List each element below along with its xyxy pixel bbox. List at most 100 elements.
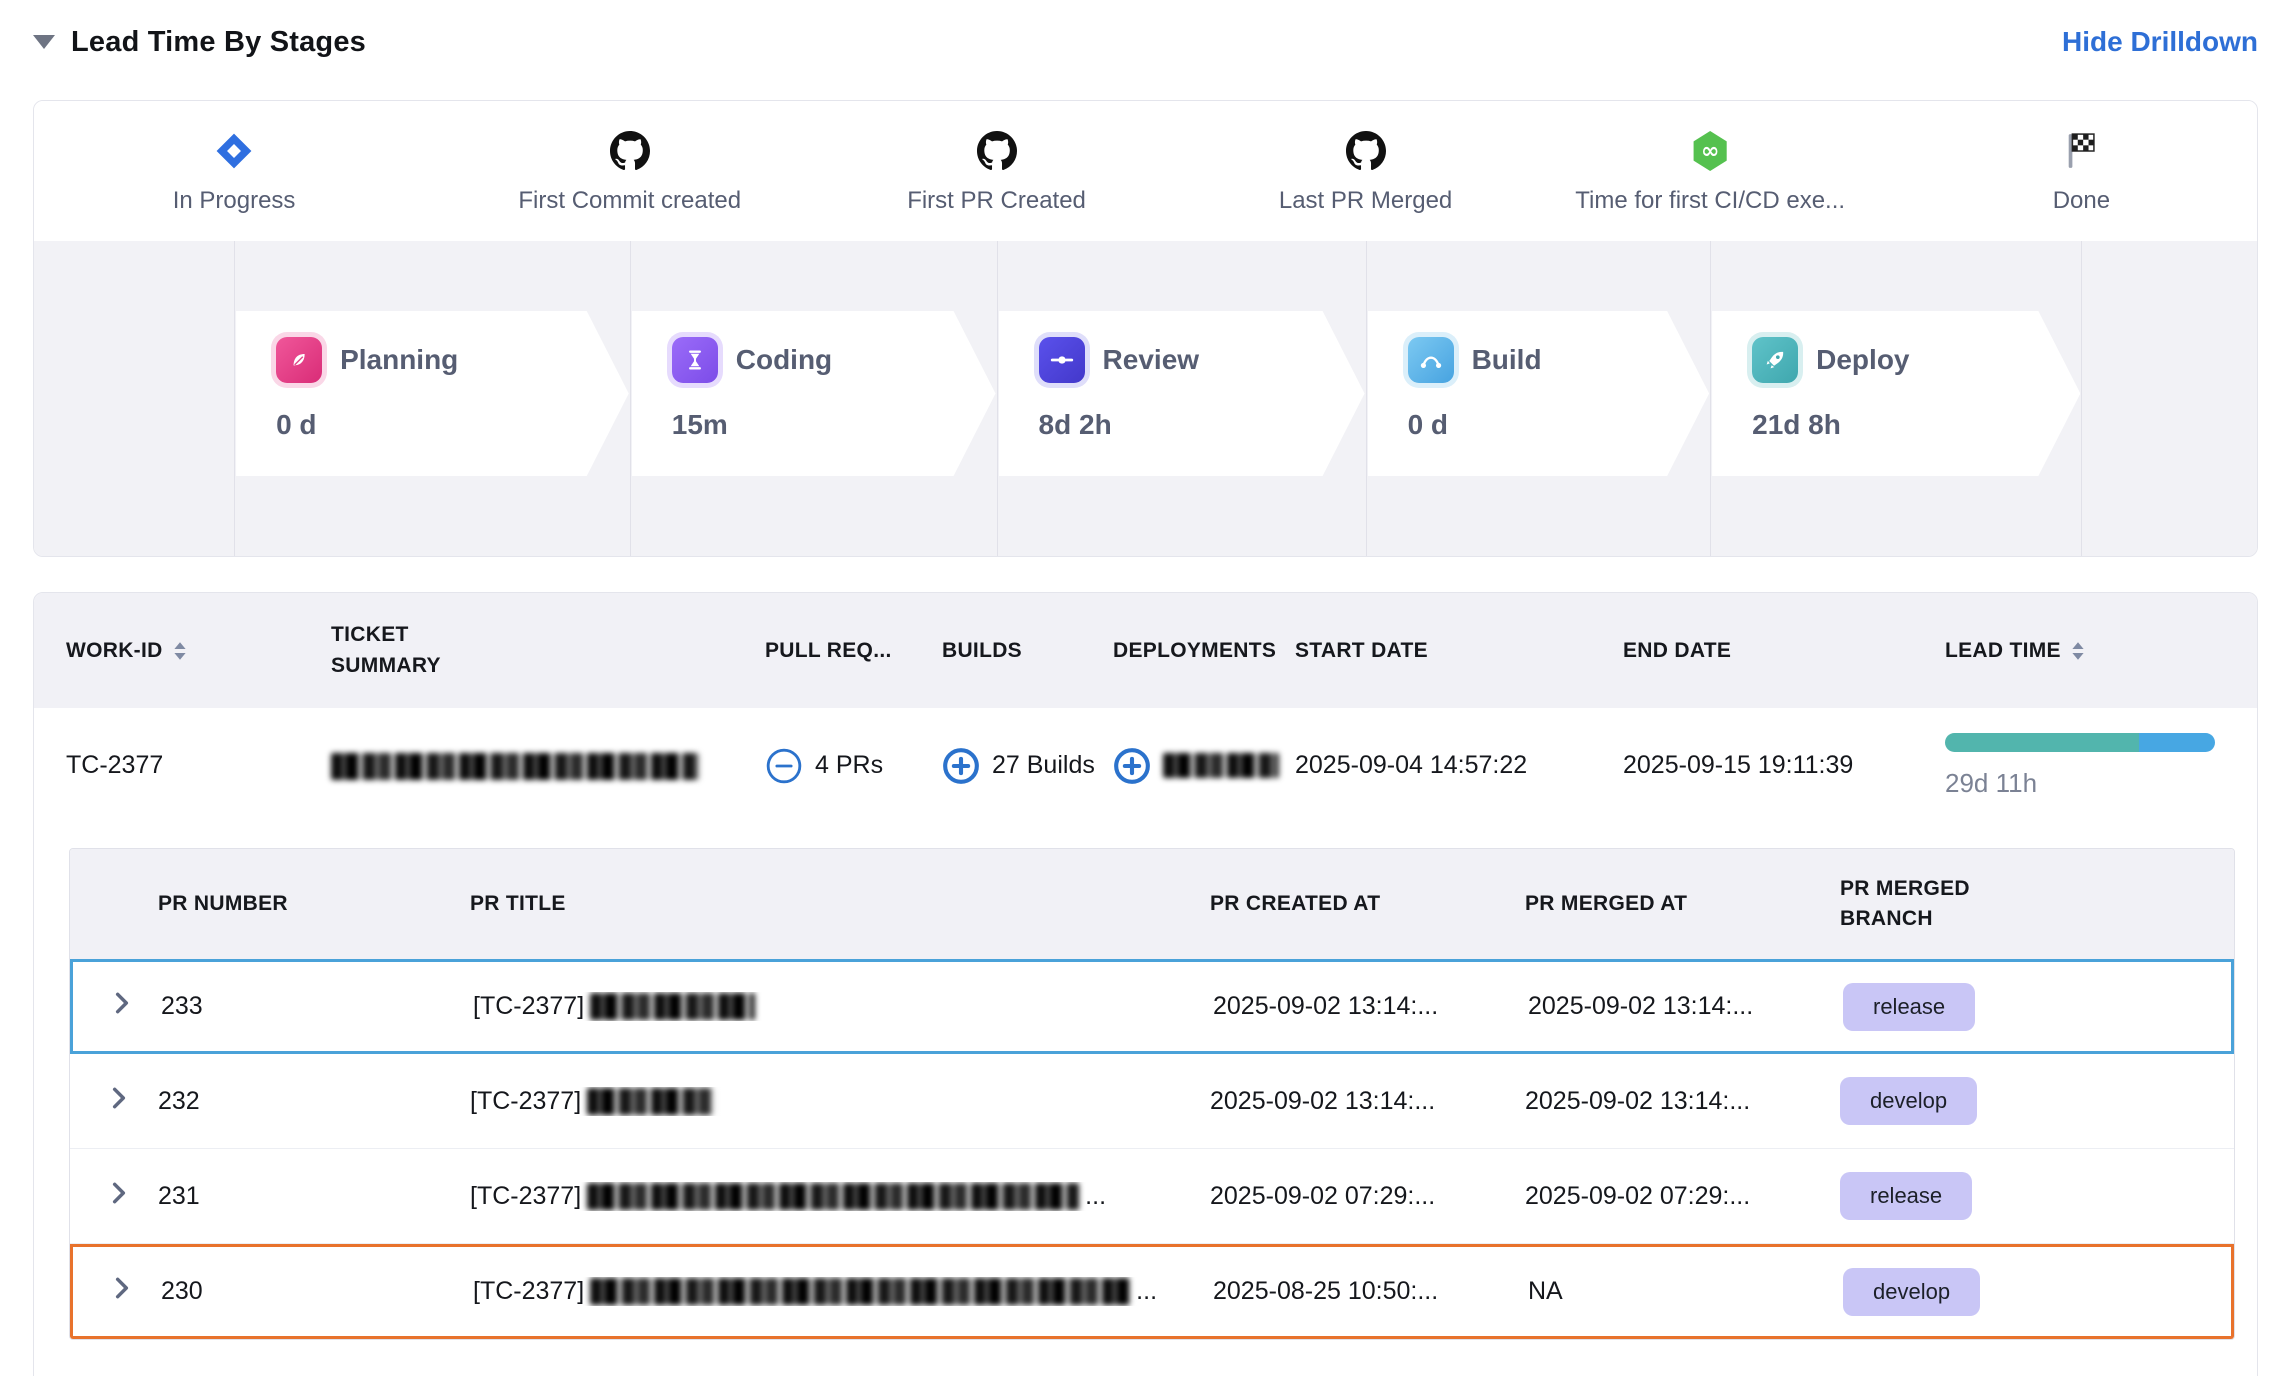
stage-flow-area: Planning 0 d Coding 15m Revi (34, 241, 2257, 556)
deployments-cell (1113, 747, 1295, 785)
pr-merged-cell: 2025-09-02 13:14:... (1525, 1086, 1751, 1115)
stage-build: Build 0 d (1368, 311, 1710, 476)
lead-time-bar (1945, 732, 2215, 752)
pr-created-cell: 2025-08-25 10:50:... (1213, 1277, 1439, 1305)
stage-deploy: Deploy 21d 8h (1712, 311, 2080, 476)
end-date-cell: 2025-09-15 19:11:39 (1623, 751, 1854, 779)
pr-number-cell: 233 (161, 992, 203, 1020)
pr-merged-cell: 2025-09-02 07:29:... (1525, 1181, 1751, 1210)
sort-icon[interactable] (2071, 641, 2085, 661)
github-icon (1186, 129, 1546, 173)
column-header-lead-time[interactable]: LEAD TIME (1945, 639, 2257, 663)
pr-number-cell: 231 (158, 1181, 200, 1210)
pr-title-cell: [TC-2377]... (470, 1181, 1107, 1210)
column-header-start-date: START DATE (1295, 638, 1428, 662)
redacted-pr-title (587, 1182, 1080, 1210)
column-header-deployments: DEPLOYMENTS (1113, 638, 1277, 662)
column-header-pull-requests: PULL REQ... (765, 638, 892, 662)
pr-merged-cell: 2025-09-02 13:14:... (1528, 992, 1754, 1020)
pr-table: PR NUMBER PR TITLE PR CREATED AT PR MERG… (69, 848, 2235, 1340)
pr-branch-cell: release (1840, 1172, 2234, 1220)
branch-badge: develop (1840, 1077, 1978, 1125)
work-table-header: WORK-ID TICKET SUMMARY PULL REQ... BUILD… (34, 593, 2257, 708)
branch-badge: release (1840, 1172, 1973, 1220)
stage-review: Review 8d 2h (999, 311, 1365, 476)
bezier-icon (1408, 337, 1454, 383)
pr-row-230[interactable]: 230 [TC-2377]... 2025-08-25 10:50:... NA… (70, 1244, 2234, 1339)
column-header-pr-merged-at: PR MERGED AT (1525, 892, 1688, 915)
section-header: Lead Time By Stages Hide Drilldown (33, 18, 2258, 66)
expand-chevron-icon[interactable] (108, 1180, 130, 1206)
pr-merged-cell: NA (1528, 1277, 1563, 1305)
pr-title-cell: [TC-2377]... (473, 1277, 1158, 1305)
milestone-done: Done (1901, 129, 2257, 215)
work-item-table: WORK-ID TICKET SUMMARY PULL REQ... BUILD… (33, 592, 2258, 1376)
pr-row-233[interactable]: 233 [TC-2377] 2025-09-02 13:14:... 2025-… (70, 959, 2234, 1054)
expand-chevron-icon[interactable] (108, 1085, 130, 1111)
pr-title-cell: [TC-2377] (470, 1087, 1210, 1116)
stage-duration: 8d 2h (1038, 409, 1112, 440)
cicd-infinity-icon: ∞ (1530, 129, 1890, 173)
github-icon (450, 129, 810, 173)
rocket-icon (1752, 337, 1798, 383)
milestone-in-progress: In Progress (54, 129, 414, 215)
stage-coding: Coding 15m (632, 311, 996, 476)
collapse-triangle-icon[interactable] (33, 35, 55, 49)
expand-chevron-icon[interactable] (111, 1275, 133, 1301)
lead-time-value: 29d 11h (1945, 767, 2038, 798)
redacted-pr-title (590, 993, 756, 1020)
hourglass-icon (672, 337, 718, 383)
builds-cell: 27 Builds (942, 747, 1113, 785)
pr-title-cell: [TC-2377] (473, 992, 1213, 1021)
column-header-pr-merged-branch: PR MERGED BRANCH (1840, 876, 1970, 930)
redacted-pr-title (590, 1278, 1131, 1305)
pr-branch-cell: develop (1843, 1267, 2231, 1316)
commit-icon (1039, 337, 1085, 383)
pr-branch-cell: develop (1840, 1077, 2234, 1125)
pr-number-cell: 232 (158, 1086, 200, 1115)
lead-time-drilldown: Lead Time By Stages Hide Drilldown In Pr… (0, 18, 2291, 1376)
page-title: Lead Time By Stages (71, 25, 366, 58)
redacted-ticket-summary (331, 752, 699, 780)
column-header-pr-number: PR NUMBER (158, 892, 288, 915)
expand-deployments-plus-icon[interactable] (1113, 747, 1151, 785)
column-header-builds: BUILDS (942, 638, 1022, 662)
column-header-pr-title: PR TITLE (470, 892, 566, 915)
quill-icon (276, 337, 322, 383)
sort-icon[interactable] (173, 641, 187, 661)
start-date-cell: 2025-09-04 14:57:22 (1295, 751, 1528, 779)
stage-planning: Planning 0 d (236, 311, 629, 476)
stage-duration: 21d 8h (1752, 409, 1841, 440)
pr-created-cell: 2025-09-02 07:29:... (1210, 1181, 1436, 1210)
stage-timeline-card: In Progress First Commit created First P… (33, 100, 2258, 557)
hide-drilldown-link[interactable]: Hide Drilldown (2062, 26, 2258, 57)
stage-duration: 0 d (1407, 409, 1449, 440)
jira-diamond-icon (54, 129, 414, 173)
collapse-prs-minus-icon[interactable] (765, 747, 803, 785)
branch-badge: develop (1843, 1267, 1981, 1316)
milestone-first-pr: First PR Created (817, 129, 1177, 215)
work-id-cell: TC-2377 (66, 751, 164, 779)
expand-builds-plus-icon[interactable] (942, 747, 980, 785)
column-header-end-date: END DATE (1623, 638, 1732, 662)
pr-created-cell: 2025-09-02 13:14:... (1213, 992, 1439, 1020)
branch-badge: release (1843, 982, 1976, 1031)
redacted-deployments (1163, 753, 1279, 778)
pr-row-232[interactable]: 232 [TC-2377] 2025-09-02 13:14:... 2025-… (70, 1054, 2234, 1149)
stage-duration: 0 d (276, 409, 317, 440)
github-icon (817, 129, 1177, 173)
pr-table-header: PR NUMBER PR TITLE PR CREATED AT PR MERG… (70, 849, 2234, 959)
ticket-summary-cell (331, 751, 765, 780)
milestone-first-commit: First Commit created (450, 129, 810, 215)
work-item-row[interactable]: TC-2377 4 PRs 27 Builds 2025-09-0 (34, 708, 2257, 823)
milestone-last-pr-merged: Last PR Merged (1186, 129, 1546, 215)
column-header-work-id[interactable]: WORK-ID (66, 639, 331, 663)
stage-duration: 15m (671, 409, 728, 440)
redacted-pr-title (587, 1087, 716, 1115)
expand-chevron-icon[interactable] (111, 990, 133, 1016)
pr-branch-cell: release (1843, 982, 2231, 1031)
finish-flag-icon (1901, 129, 2257, 173)
pr-created-cell: 2025-09-02 13:14:... (1210, 1086, 1436, 1115)
milestone-cicd: ∞ Time for first CI/CD exe... (1530, 129, 1890, 215)
pr-row-231[interactable]: 231 [TC-2377]... 2025-09-02 07:29:... 20… (70, 1149, 2234, 1244)
